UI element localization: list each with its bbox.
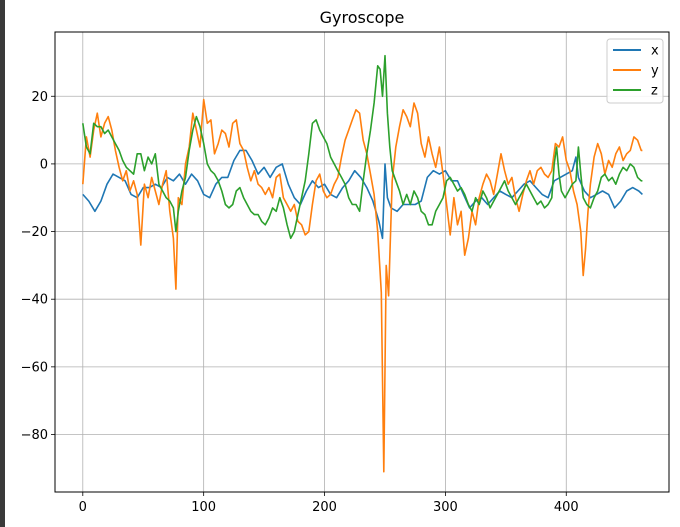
x-tick-label-300: 300: [433, 500, 458, 515]
y-tick-label-0: 0: [40, 157, 48, 172]
legend-label-x: x: [651, 44, 659, 59]
y-tick-label--40: −40: [21, 293, 48, 308]
x-tick-label-0: 0: [79, 500, 87, 515]
legend-label-z: z: [651, 84, 658, 99]
x-tick-label-100: 100: [191, 500, 216, 515]
series-line-y: [82, 98, 643, 473]
y-tick-label-20: 20: [31, 90, 48, 105]
y-tick-label--80: −80: [21, 428, 48, 443]
y-tick-label--60: −60: [21, 360, 48, 375]
series-line-z: [82, 54, 643, 240]
legend-label-y: y: [651, 64, 659, 79]
series-line-x: [82, 149, 643, 240]
x-tick-label-400: 400: [554, 500, 579, 515]
grid-lines: [55, 32, 669, 492]
chart-title: Gyroscope: [320, 8, 405, 27]
plot-area: [54, 31, 670, 493]
x-tick-label-200: 200: [312, 500, 337, 515]
window-edge: [0, 0, 5, 527]
legend: xyz: [606, 38, 664, 104]
y-tick-label--20: −20: [21, 225, 48, 240]
axis-ticks: 0 100 200 300 400 −80 −60 −40 −20 0 20: [21, 90, 579, 515]
series-lines: [82, 54, 643, 473]
